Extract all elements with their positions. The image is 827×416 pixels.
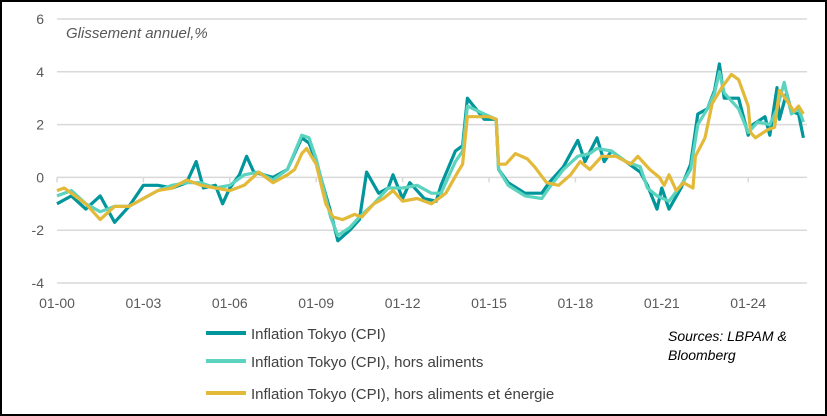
series-line-2 xyxy=(56,72,805,222)
y-tick-label: -4 xyxy=(32,275,45,291)
legend: Inflation Tokyo (CPI) Inflation Tokyo (C… xyxy=(206,326,554,403)
y-tick-label: 2 xyxy=(36,117,44,133)
chart-subtitle: Glissement annuel,% xyxy=(66,25,208,42)
series-line-0 xyxy=(56,62,805,243)
y-axis: 6 4 2 0 -2 -4 xyxy=(32,11,45,291)
y-tick-label: 4 xyxy=(36,64,44,80)
gridlines xyxy=(57,18,807,284)
x-tick-label: 01-00 xyxy=(39,295,75,311)
x-tick-label: 01-09 xyxy=(298,295,334,311)
x-tick-label: 01-21 xyxy=(644,295,680,311)
legend-label-tokyo-cpi: Inflation Tokyo (CPI) xyxy=(251,326,386,343)
source-line-2: Bloomberg xyxy=(668,347,736,363)
y-tick-label: -2 xyxy=(32,222,45,238)
y-tick-label: 0 xyxy=(36,169,44,185)
x-tick-label: 01-06 xyxy=(212,295,248,311)
x-tick-label: 01-03 xyxy=(125,295,161,311)
series-lines xyxy=(56,62,805,243)
x-tick-label: 01-24 xyxy=(730,295,766,311)
legend-label-ex-food-energy: Inflation Tokyo (CPI), hors aliments et … xyxy=(251,386,554,403)
x-axis: 01-00 01-03 01-06 01-09 01-12 01-15 01-18 01-21… xyxy=(39,177,766,311)
x-tick-label: 01-12 xyxy=(385,295,421,311)
source-line-1: Sources: LBPAM & xyxy=(668,328,787,344)
y-tick-label: 6 xyxy=(36,11,44,27)
x-tick-label: 01-18 xyxy=(557,295,593,311)
legend-label-ex-food: Inflation Tokyo (CPI), hors aliments xyxy=(251,354,483,371)
x-tick-label: 01-15 xyxy=(471,295,507,311)
